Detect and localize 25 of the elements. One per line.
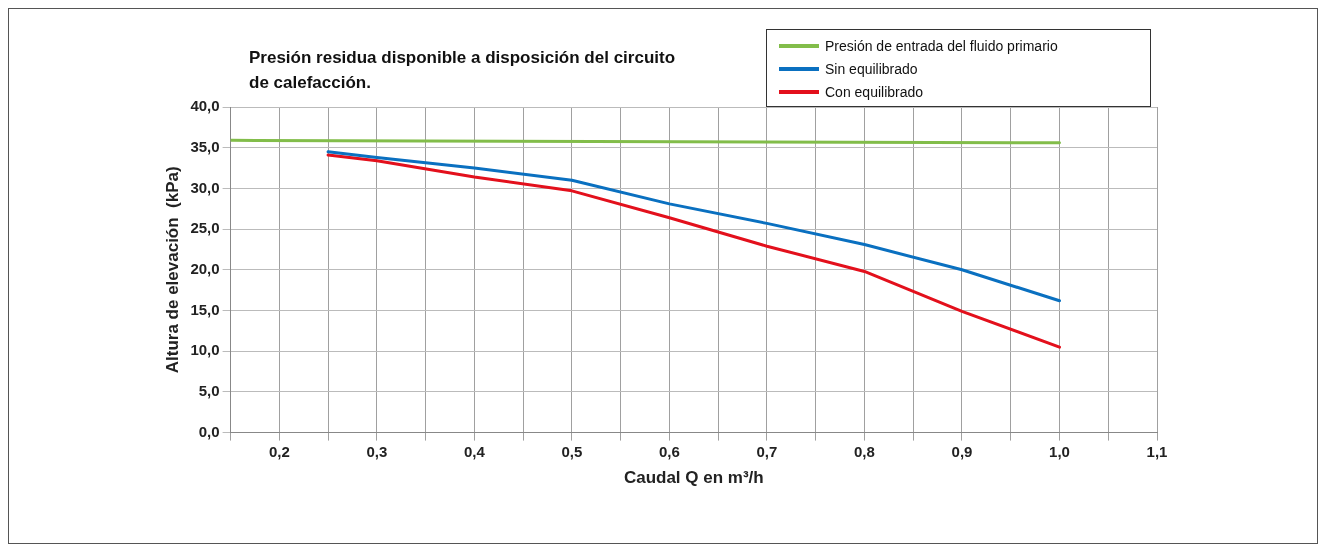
y-tick-label: 35,0 — [190, 137, 220, 155]
x-tick-label: 0,2 — [268, 442, 290, 460]
x-tick-label: 1,1 — [1146, 442, 1168, 460]
y-tick-label: 40,0 — [190, 97, 220, 115]
legend-label: Con equilibrado — [825, 83, 924, 100]
legend-label: Sin equilibrado — [825, 60, 918, 77]
x-tick-label: 0,8 — [854, 442, 875, 460]
x-tick-label: 0,5 — [561, 442, 583, 460]
x-axis-title: Caudal Q en m³/h — [623, 468, 764, 488]
x-tick-label: 1,0 — [1049, 442, 1070, 460]
y-tick-label: 10,0 — [190, 341, 220, 359]
x-tick-label: 0,3 — [366, 442, 388, 460]
x-tick-label: 0,4 — [463, 442, 486, 460]
y-tick-label: 25,0 — [190, 219, 220, 237]
x-tick-label: 0,7 — [756, 442, 778, 460]
y-tick-label: 5,0 — [198, 382, 220, 400]
y-tick-label: 15,0 — [190, 300, 220, 318]
y-axis-title: Altura de elevación (kPa) — [162, 166, 182, 374]
y-tick-label: 30,0 — [190, 178, 220, 196]
x-tick-label: 0,6 — [658, 442, 680, 460]
x-tick-label: 0,9 — [951, 442, 973, 460]
legend-label: Presión de entrada del fluido primario — [825, 37, 1058, 54]
chart-title: Presión residua disponible a disposición del circuito de calefacción. — [249, 47, 677, 94]
y-tick-label: 0,0 — [198, 422, 220, 440]
y-tick-label: 20,0 — [190, 259, 220, 277]
